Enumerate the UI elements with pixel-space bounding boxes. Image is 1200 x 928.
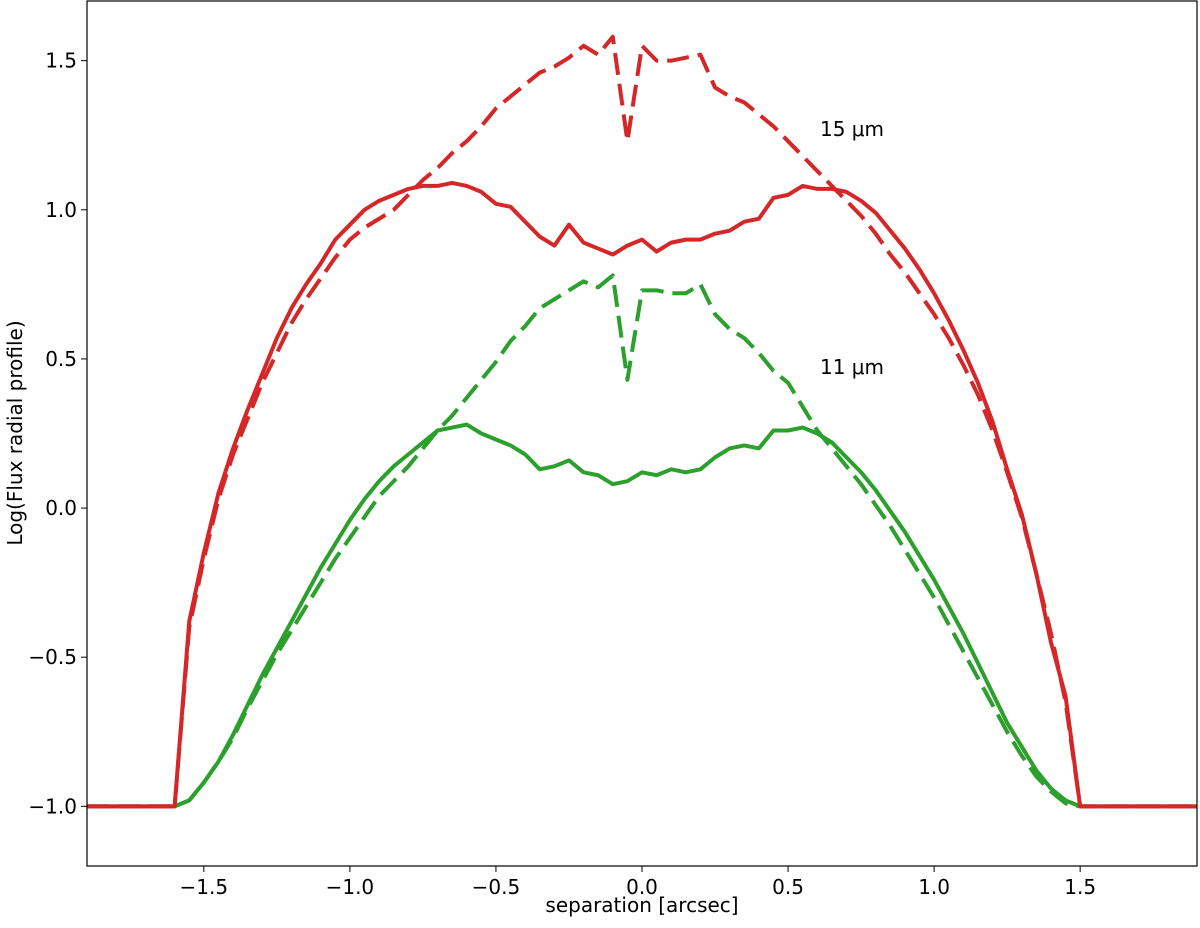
- line: [87, 180, 1197, 809]
- x-tick-label: 1.5: [1064, 875, 1096, 899]
- x-tick-label: 1.0: [918, 875, 950, 899]
- x-tick-label: −0.5: [472, 875, 521, 899]
- line: [87, 422, 1197, 809]
- annotation: 11 μm: [820, 355, 884, 379]
- x-tick-label: 0.0: [626, 875, 658, 899]
- y-tick-label: −1.0: [28, 794, 77, 818]
- y-tick-label: 1.0: [45, 198, 77, 222]
- x-tick-label: −1.0: [326, 875, 375, 899]
- annotation: 15 μm: [820, 117, 884, 141]
- x-tick-label: 0.5: [772, 875, 804, 899]
- y-tick-label: 0.0: [45, 496, 77, 520]
- line: [87, 34, 1197, 809]
- x-tick-label: −1.5: [180, 875, 229, 899]
- plot-frame: [86, 0, 1198, 867]
- y-tick-label: 0.5: [45, 347, 77, 371]
- y-axis-label: Log(Flux radial profile): [3, 320, 27, 545]
- y-tick-label: −0.5: [28, 645, 77, 669]
- y-tick-label: 1.5: [45, 49, 77, 73]
- line: [87, 273, 1197, 809]
- x-axis-label: separation [arcsec]: [545, 893, 738, 917]
